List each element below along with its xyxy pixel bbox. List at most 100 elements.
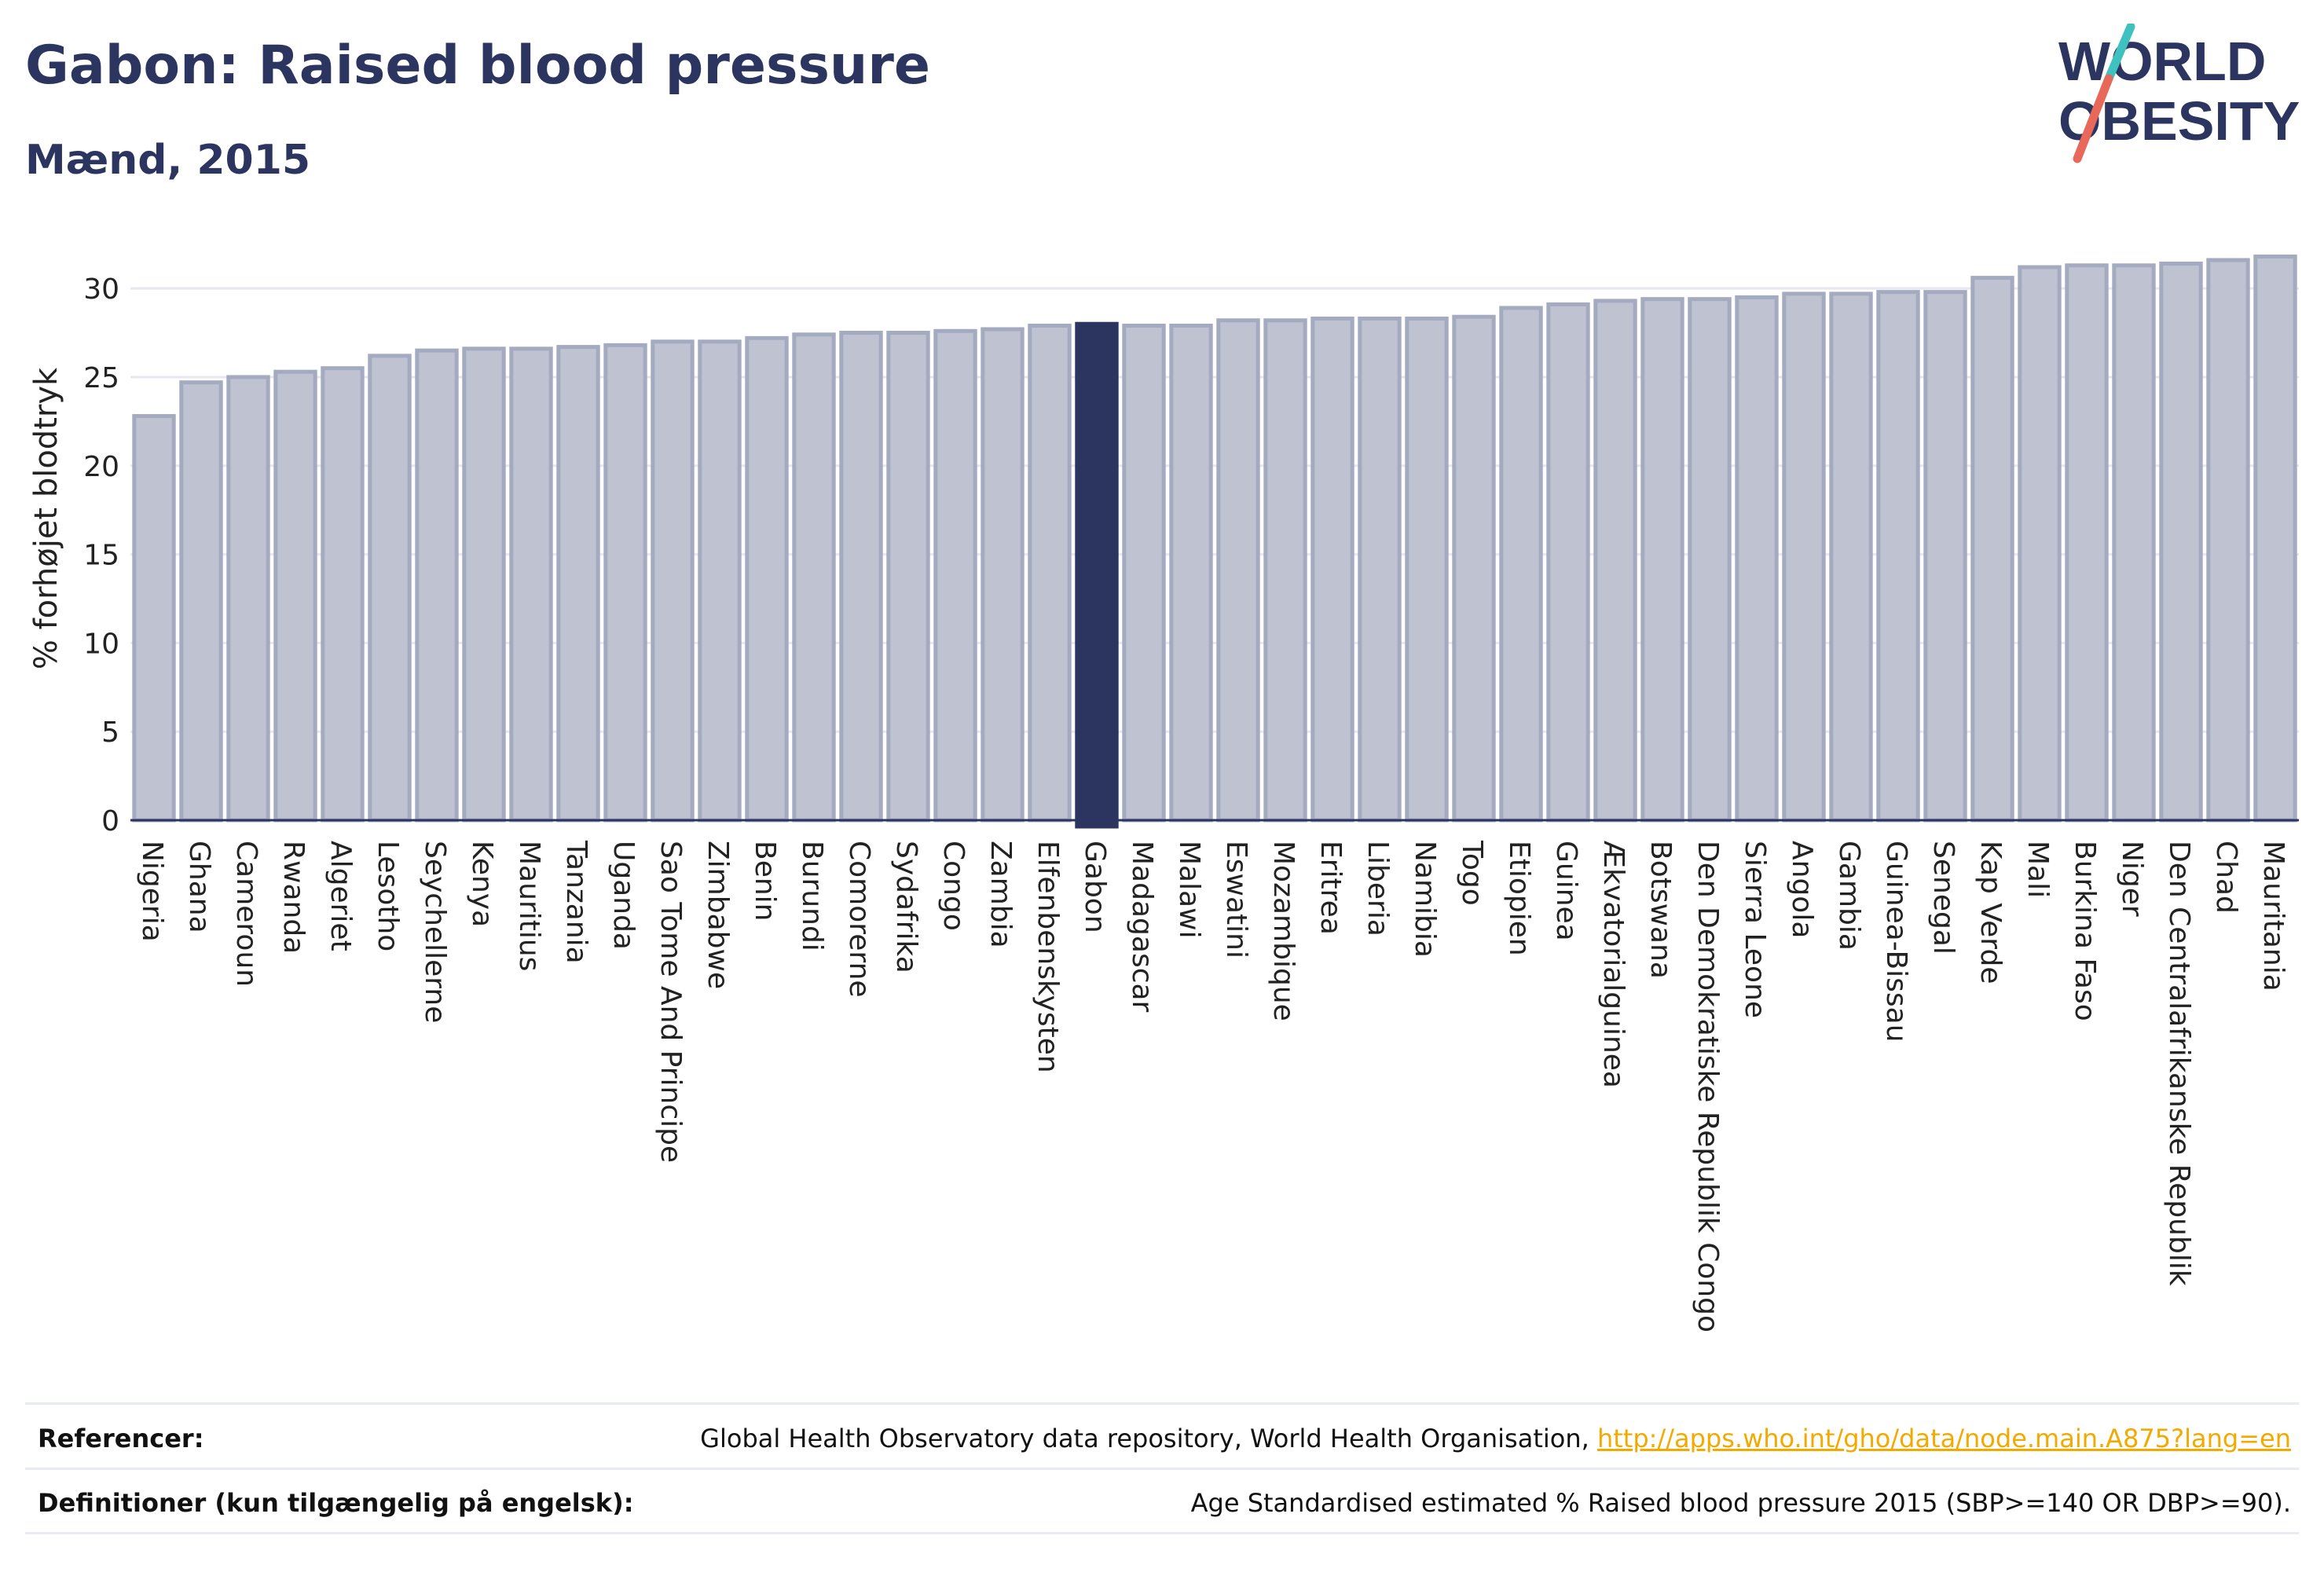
y-tick-label: 30 (83, 273, 119, 306)
x-tick-label: Kap Verde (1974, 841, 2007, 984)
bar-congo (933, 328, 977, 823)
bar-guinea-bissau (1876, 290, 1920, 823)
references-label: Referencer: (38, 1424, 204, 1453)
x-tick-label: Togo (1456, 840, 1488, 906)
x-tick-label: Senegal (1927, 841, 1959, 955)
references-text: Global Health Observatory data repositor… (700, 1424, 1589, 1453)
svg-text:WORLD: WORLD (2058, 31, 2266, 92)
bar-ækvatorialguinea (1593, 299, 1637, 823)
bar-den-demokratiske-republik-congo (1688, 297, 1732, 823)
y-tick-label: 0 (101, 805, 119, 837)
chart-title: Gabon: Raised blood pressure (25, 35, 930, 97)
bar-tanzania (556, 345, 600, 823)
bar-burkina-faso (2065, 263, 2109, 823)
x-tick-label: Gabon (1079, 841, 1111, 933)
bar-senegal (1923, 290, 1967, 823)
x-tick-label: Angola (1786, 841, 1818, 938)
bar-burundi (792, 332, 836, 823)
x-tick-label: Madagascar (1126, 841, 1158, 1013)
x-tick-label: Gambia (1833, 841, 1865, 951)
x-tick-label: Mozambique (1267, 841, 1299, 1021)
x-tick-label: Cameroun (230, 841, 262, 987)
x-tick-label: Burundi (796, 841, 828, 951)
bar-nigeria (132, 414, 176, 823)
x-tick-label: Kenya (466, 841, 498, 927)
footer-definitions-row: Definitioner (kun tilgængelig på engelsk… (38, 1488, 2291, 1527)
y-tick-labels: 0 5 10 15 20 25 30 (83, 273, 119, 837)
y-tick-label: 5 (101, 717, 119, 749)
x-tick-label: Rwanda (277, 841, 310, 954)
x-tick-label: Uganda (607, 841, 640, 950)
bar-zimbabwe (698, 339, 742, 823)
bar-uganda (603, 343, 647, 823)
x-tick-label: Liberia (1362, 841, 1394, 936)
x-tick-label: Mauritania (2257, 841, 2289, 991)
x-tick-label: Eswatini (1220, 841, 1252, 958)
definitions-value: Age Standardised estimated % Raised bloo… (1190, 1488, 2291, 1518)
x-tick-label: Namibia (1409, 841, 1441, 958)
y-axis-label: % forhøjet blodtryk (28, 367, 64, 669)
bar-mali (2018, 265, 2062, 823)
x-tick-label: Etiopien (1503, 841, 1535, 956)
bar-sydafrika (886, 331, 930, 823)
x-tick-label: Guinea-Bissau (1880, 841, 1912, 1043)
x-tick-label: Niger (2116, 841, 2148, 917)
x-tick-label: Lesotho (372, 841, 404, 951)
bar-zambia (981, 327, 1025, 823)
bar-comorerne (839, 331, 883, 823)
bar-liberia (1358, 316, 1402, 823)
bars (132, 255, 2297, 829)
definitions-label: Definitioner (kun tilgængelig på engelsk… (38, 1488, 634, 1518)
x-tick-label: Zimbabwe (702, 841, 734, 989)
bar-niger (2112, 263, 2156, 823)
bar-guinea (1546, 302, 1590, 823)
x-tick-labels: Nigeria Ghana Cameroun Rwanda Algeriet Lesoth… (136, 840, 2289, 1332)
x-tick-label: Mali (2022, 841, 2054, 898)
bar-algeriet (321, 366, 365, 823)
bar-madagascar (1122, 324, 1166, 823)
bar-den-centralafrikanske-republik (2159, 262, 2203, 823)
x-tick-label: Sao Tome And Principe (654, 841, 687, 1163)
bar-benin (745, 335, 789, 823)
x-tick-label: Sydafrika (890, 841, 922, 973)
bar-mozambique (1263, 318, 1307, 823)
bar-eswatini (1216, 318, 1260, 823)
bar-ghana (179, 380, 223, 823)
bar-sao-tome-and-principe (651, 339, 695, 823)
x-tick-label: Algeriet (324, 841, 357, 951)
x-tick-label: Botswana (1644, 841, 1677, 979)
bar-mauritania (2253, 255, 2297, 823)
bar-seychellerne (415, 348, 459, 823)
bar-togo (1452, 314, 1496, 823)
x-tick-label: Ghana (183, 841, 215, 933)
y-tick-label: 15 (83, 540, 119, 572)
references-link[interactable]: http://apps.who.int/gho/data/node.main.A… (1596, 1424, 2291, 1453)
bar-botswana (1640, 297, 1684, 823)
x-tick-label: Mauritius (513, 841, 545, 971)
bar-cameroun (226, 375, 270, 823)
x-tick-label: Sierra Leone (1739, 841, 1771, 1018)
bar-lesotho (368, 354, 412, 823)
bar-chad (2206, 258, 2250, 823)
bar-gambia (1829, 291, 1873, 823)
footer-divider (25, 1532, 2299, 1534)
x-tick-label: Malawi (1173, 841, 1205, 939)
x-tick-label: Zambia (984, 841, 1017, 948)
y-tick-label: 10 (83, 628, 119, 660)
bar-kap-verde (1970, 276, 2014, 823)
bar-mauritius (509, 346, 553, 823)
footer-references-row: Referencer: Global Health Observatory da… (38, 1424, 2291, 1463)
chart-subtitle: Mænd, 2015 (25, 137, 311, 184)
x-tick-label: Congo (937, 841, 970, 931)
x-tick-label: Guinea (1550, 841, 1582, 941)
bar-eritrea (1310, 316, 1354, 823)
y-tick-label: 25 (83, 362, 119, 394)
footer-divider (25, 1402, 2299, 1405)
x-tick-label: Chad (2210, 841, 2242, 914)
bar-chart: 0 5 10 15 20 25 30 Nigeria Ghana Cameroun Rwanda A… (28, 255, 2299, 1332)
x-tick-label: Den Centralafrikanske Republik (2163, 841, 2195, 1286)
x-tick-label: Nigeria (136, 841, 168, 942)
bar-etiopien (1499, 306, 1543, 823)
x-tick-label: Ækvatorialguinea (1597, 841, 1629, 1088)
x-tick-label: Burkina Faso (2069, 841, 2101, 1021)
